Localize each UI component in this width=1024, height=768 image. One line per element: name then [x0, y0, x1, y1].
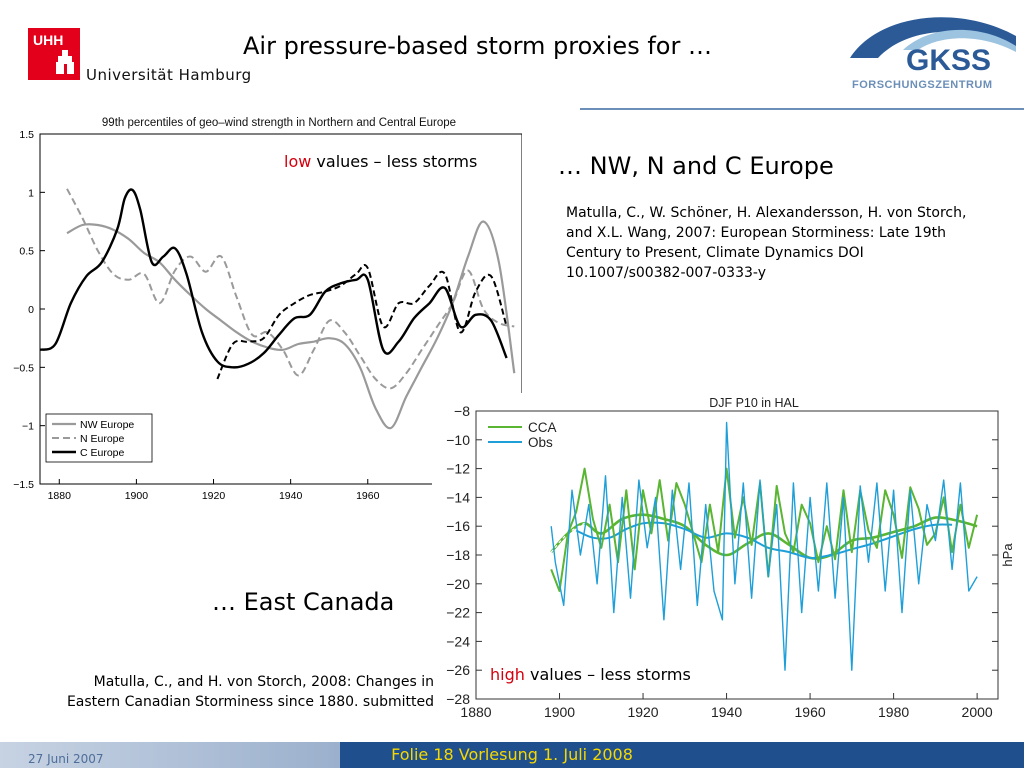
cca-smoothed-line	[550, 513, 978, 560]
university-name: Universität Hamburg	[86, 66, 252, 84]
y-tick-label: 1.5	[19, 129, 34, 141]
y-tick-label: −16	[446, 518, 470, 534]
canada-note: high values – less storms	[488, 665, 693, 684]
x-tick-label: 2000	[962, 704, 993, 720]
obs-smoothed-line	[575, 521, 953, 559]
canada-reference: Matulla, C., and H. von Storch, 2008: Ch…	[20, 672, 434, 712]
europe-note: low values – less storms	[284, 152, 477, 171]
y-tick-label: −0.5	[13, 362, 34, 374]
x-tick-label: 1880	[48, 490, 72, 502]
gkss-logo: GKSS FORSCHUNGSZENTRUM	[850, 17, 1016, 91]
footer-slide-label: Folie 18 Vorlesung 1. Juli 2008	[340, 742, 684, 768]
x-tick-label: 1900	[544, 704, 575, 720]
y-tick-label: 1	[28, 187, 34, 199]
y-tick-label: −24	[446, 633, 470, 649]
x-tick-label: 1980	[878, 704, 909, 720]
legend-label: NW Europe	[80, 419, 134, 431]
footer-light-band	[0, 742, 340, 768]
y-tick-label: −10	[446, 432, 470, 448]
gkss-name: GKSS	[906, 44, 991, 77]
y-tick-label: −20	[446, 576, 470, 592]
legend-box	[482, 417, 574, 453]
y-tick-label: −14	[446, 489, 470, 505]
y-tick-label: −26	[446, 662, 470, 678]
title-divider	[580, 108, 1024, 110]
x-tick-label: 1960	[356, 490, 380, 502]
series-line-dashed-black	[216, 263, 508, 380]
chart-title: DJF P10 in HAL	[709, 396, 799, 410]
canada-note-keyword: high	[490, 665, 525, 684]
europe-note-rest: values – less storms	[311, 152, 478, 171]
footer-date: 27 Juni 2007	[28, 752, 104, 766]
y-tick-label: −28	[446, 691, 470, 707]
canada-note-rest: values – less storms	[524, 665, 691, 684]
uhh-logo: UHH	[28, 28, 80, 80]
y-tick-label: 0.5	[19, 246, 34, 258]
legend-label: N Europe	[80, 433, 125, 445]
legend-label: C Europe	[80, 447, 125, 459]
chart-title: 99th percentiles of geo–wind strength in…	[102, 117, 456, 129]
y-tick-label: −22	[446, 605, 470, 621]
x-tick-label: 1920	[202, 490, 226, 502]
y-tick-label: −1.5	[13, 479, 34, 491]
x-tick-label: 1960	[795, 704, 826, 720]
uhh-logo-text: UHH	[33, 32, 63, 48]
x-tick-label: 1900	[125, 490, 149, 502]
uhh-seal-icon: UHH	[28, 28, 80, 80]
europe-heading: … NW, N and C Europe	[558, 152, 834, 180]
y-tick-label: −1	[22, 421, 34, 433]
series-line-solid-black	[39, 188, 508, 369]
legend-label: Obs	[528, 435, 553, 450]
x-tick-label: 1880	[460, 704, 491, 720]
x-tick-label: 1940	[711, 704, 742, 720]
gkss-subtitle: FORSCHUNGSZENTRUM	[852, 79, 993, 91]
obs-series-line	[550, 421, 978, 671]
y-tick-label: −12	[446, 461, 470, 477]
legend-label: CCA	[528, 420, 557, 435]
canada-reference-line-2: Eastern Canadian Storminess since 1880. …	[66, 694, 434, 710]
y-tick-label: −18	[446, 547, 470, 563]
chart-legend: NW Europe N Europe C Europe	[45, 413, 153, 463]
canada-reference-line-1: Matulla, C., and H. von Storch, 2008: Ch…	[93, 674, 434, 690]
x-tick-label: 1920	[627, 704, 658, 720]
y-tick-label: 0	[28, 304, 34, 316]
europe-reference: Matulla, C., W. Schöner, H. Alexandersso…	[566, 205, 967, 281]
y-axis-label: hPa	[1000, 543, 1015, 567]
series-line-solid-gray	[66, 220, 516, 430]
slide-title: Air pressure-based storm proxies for …	[243, 32, 712, 60]
x-tick-label: 1940	[279, 490, 303, 502]
canada-heading: … East Canada	[212, 588, 395, 616]
y-tick-label: −8	[454, 403, 470, 419]
series-line-dashed-gray	[66, 188, 515, 390]
europe-note-keyword: low	[284, 152, 312, 171]
legend-box	[45, 413, 153, 463]
